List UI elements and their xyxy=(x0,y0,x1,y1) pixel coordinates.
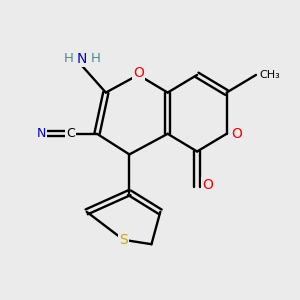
Text: CH₃: CH₃ xyxy=(259,70,280,80)
Text: O: O xyxy=(231,127,242,141)
Text: N: N xyxy=(36,127,46,140)
Text: S: S xyxy=(119,233,128,247)
Text: N: N xyxy=(77,52,88,66)
Text: C: C xyxy=(66,127,75,140)
Text: O: O xyxy=(133,66,144,80)
Text: O: O xyxy=(202,178,213,192)
Text: H: H xyxy=(91,52,100,65)
Text: H: H xyxy=(64,52,74,65)
